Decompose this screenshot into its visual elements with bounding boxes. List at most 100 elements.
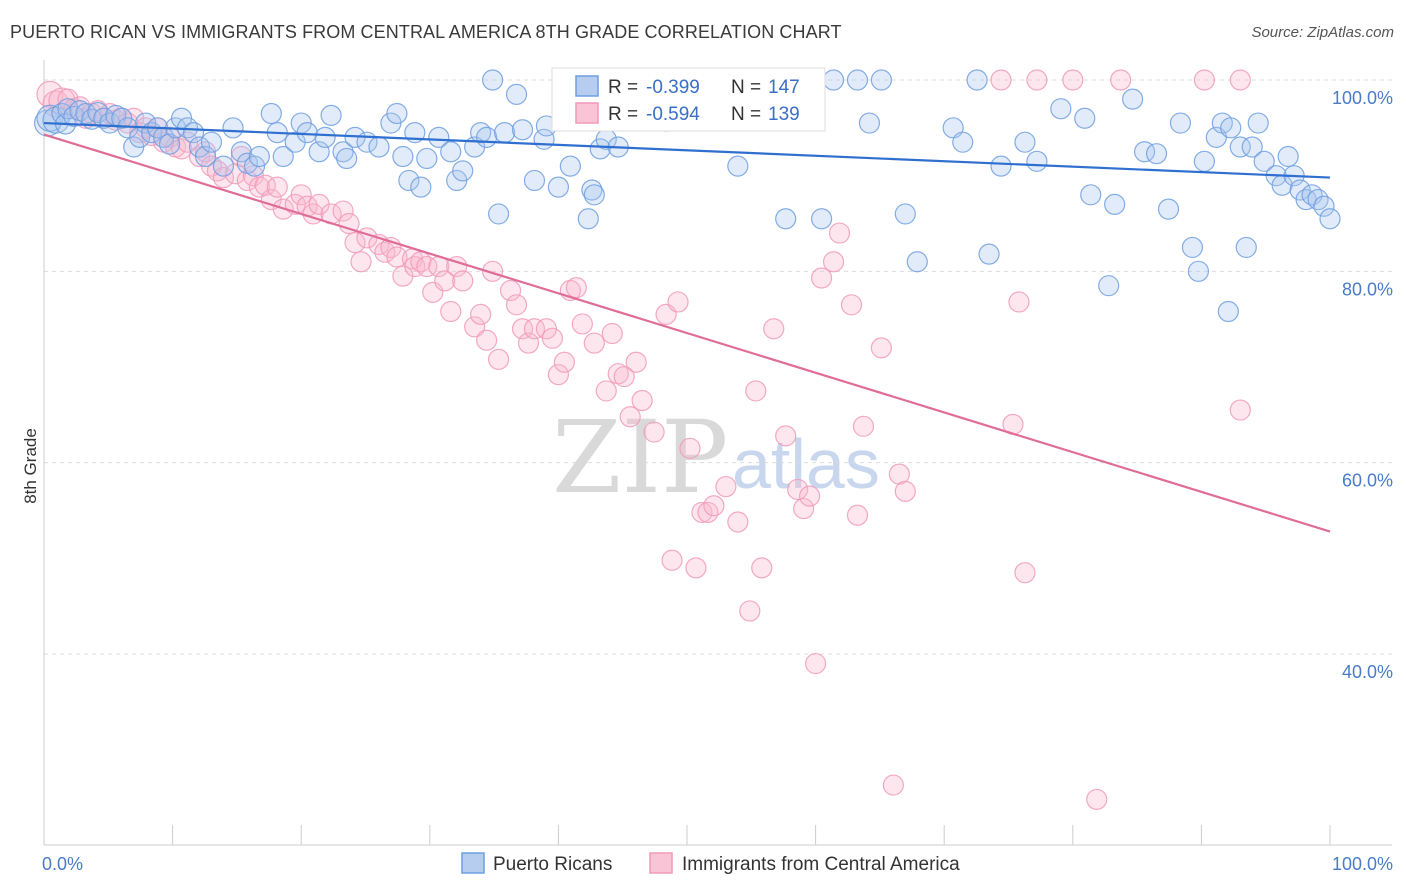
point-puerto-ricans (1307, 188, 1329, 211)
point-puerto-ricans (1145, 143, 1168, 165)
point-central-america (1014, 562, 1036, 584)
point-central-america (601, 322, 623, 345)
point-central-america (990, 69, 1012, 91)
point-central-america (793, 497, 815, 520)
point-central-america (224, 163, 247, 185)
point-puerto-ricans (1247, 112, 1269, 134)
point-puerto-ricans (314, 126, 336, 148)
point-puerto-ricans (1277, 145, 1299, 168)
point-puerto-ricans (182, 122, 205, 144)
y-axis-label: 8th Grade (21, 428, 40, 504)
point-puerto-ricans (398, 169, 420, 192)
point-central-america (661, 549, 683, 571)
point-central-america (894, 480, 916, 502)
point-central-america (846, 504, 869, 526)
point-puerto-ricans (727, 155, 749, 177)
point-central-america (619, 406, 641, 428)
stats-n-label-pink: N = (731, 104, 761, 125)
point-central-america (338, 212, 360, 235)
stats-swatch-blue (575, 75, 599, 97)
point-puerto-ricans (243, 155, 266, 177)
point-central-america (434, 270, 456, 292)
point-central-america (727, 511, 749, 533)
point-puerto-ricans (1026, 150, 1048, 172)
point-central-america (631, 389, 653, 412)
watermark-atlas: atlas (732, 425, 880, 503)
point-central-america (715, 475, 737, 498)
point-central-america (565, 276, 587, 299)
point-puerto-ricans (368, 136, 390, 158)
axes (43, 60, 1392, 846)
legend-swatch-puerto-ricans (461, 852, 485, 874)
point-puerto-ricans (966, 69, 988, 91)
point-puerto-ricans (1235, 236, 1257, 259)
point-puerto-ricans (559, 155, 581, 177)
point-central-america (810, 267, 833, 289)
stats-legend: R = -0.399 N = 147 R = -0.594 N = 139 (551, 67, 826, 132)
stats-r-label-blue: R = (608, 77, 638, 98)
point-puerto-ricans (1193, 150, 1215, 172)
point-puerto-ricans (1050, 98, 1072, 120)
point-puerto-ricans (200, 131, 223, 153)
point-puerto-ricans (87, 101, 109, 124)
point-central-america (745, 380, 767, 402)
point-puerto-ricans (775, 208, 797, 230)
point-puerto-ricans (493, 122, 516, 144)
point-puerto-ricans (1241, 136, 1263, 158)
x-tick-label: 100.0% (1332, 854, 1393, 874)
point-central-america (643, 421, 665, 443)
point-central-america (882, 774, 904, 796)
point-puerto-ricans (1181, 236, 1204, 259)
point-central-america (1008, 291, 1030, 313)
point-central-america (1229, 69, 1251, 91)
point-central-america (1086, 788, 1108, 811)
legend-label-central-america: Immigrants from Central America (682, 854, 960, 875)
point-puerto-ricans (1187, 260, 1210, 282)
point-puerto-ricans (523, 169, 546, 192)
point-central-america (739, 600, 761, 622)
point-central-america (583, 332, 605, 354)
point-central-america (667, 291, 689, 313)
point-puerto-ricans (386, 102, 408, 125)
point-puerto-ricans (336, 147, 358, 170)
point-puerto-ricans (1157, 198, 1180, 220)
point-puerto-ricans (332, 141, 354, 163)
point-puerto-ricans (952, 131, 974, 153)
point-central-america (212, 166, 235, 189)
stats-n-label-blue: N = (731, 77, 761, 98)
point-central-america (1229, 399, 1251, 421)
trend-line-puerto-ricans (43, 121, 1331, 179)
y-tick-label: 100.0% (1332, 88, 1393, 108)
point-central-america (751, 557, 773, 579)
source-credit: Source: ZipAtlas.com (1251, 24, 1394, 41)
point-central-america (691, 501, 713, 524)
point-central-america (452, 270, 474, 292)
point-central-america (822, 251, 845, 273)
point-central-america (332, 200, 354, 222)
point-central-america (416, 255, 438, 278)
x-tick-labels: 0.0% 100.0% (42, 854, 1393, 874)
x-tick-label: 0.0% (42, 854, 83, 874)
point-central-america (482, 260, 504, 282)
point-puerto-ricans (1104, 193, 1126, 215)
point-central-america (1062, 69, 1084, 91)
point-central-america (470, 303, 492, 325)
point-puerto-ricans (870, 69, 892, 91)
point-central-america (266, 176, 288, 198)
point-puerto-ricans (1080, 184, 1102, 206)
point-puerto-ricans (583, 184, 605, 206)
point-puerto-ricans (416, 147, 438, 170)
point-puerto-ricans (1014, 131, 1036, 153)
point-puerto-ricans (75, 102, 97, 125)
point-central-america (350, 251, 372, 273)
point-puerto-ricans (505, 83, 528, 105)
point-central-america (344, 232, 366, 254)
point-central-america (487, 348, 510, 370)
point-central-america (685, 557, 707, 579)
point-puerto-ricans (1220, 117, 1242, 139)
series-central-america-points (36, 69, 1251, 811)
point-puerto-ricans (194, 145, 217, 168)
point-central-america (595, 380, 617, 402)
legend-swatch-central-america (649, 852, 673, 874)
